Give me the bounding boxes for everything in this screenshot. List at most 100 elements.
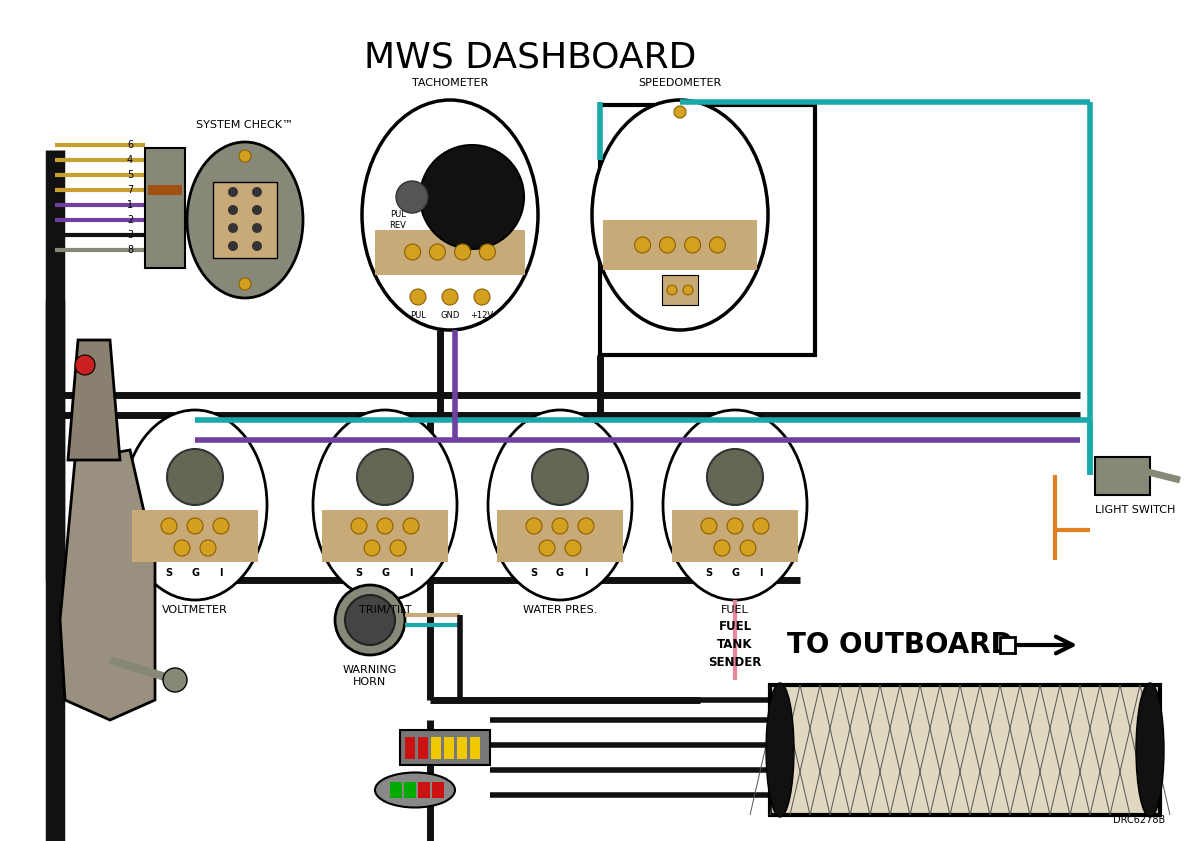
Circle shape [167, 449, 222, 505]
Bar [213, 182, 277, 258]
Circle shape [356, 449, 413, 505]
Circle shape [344, 595, 395, 645]
Ellipse shape [313, 410, 457, 600]
Circle shape [364, 540, 380, 556]
Circle shape [709, 237, 726, 253]
Text: G: G [731, 568, 739, 578]
Circle shape [163, 668, 187, 692]
Bar [145, 148, 185, 268]
Bar [432, 782, 444, 798]
Bar [603, 220, 757, 270]
Text: WATER PRES.: WATER PRES. [523, 605, 597, 615]
Circle shape [683, 285, 692, 295]
Text: 8: 8 [127, 245, 133, 255]
Bar [132, 510, 258, 562]
Text: MWS DASHBOARD: MWS DASHBOARD [364, 40, 696, 74]
Circle shape [161, 518, 177, 534]
Circle shape [187, 518, 203, 534]
Text: I: I [219, 568, 222, 578]
Bar [405, 737, 415, 759]
Circle shape [740, 540, 756, 556]
Bar [390, 782, 402, 798]
Bar [498, 510, 623, 562]
Circle shape [228, 223, 238, 233]
Circle shape [429, 244, 445, 260]
Bar [672, 510, 798, 562]
Circle shape [667, 285, 677, 295]
Bar [399, 730, 490, 765]
Ellipse shape [335, 585, 405, 655]
Text: SYSTEM CHECK™: SYSTEM CHECK™ [196, 120, 293, 130]
Ellipse shape [123, 410, 267, 600]
Text: PUL: PUL [410, 311, 426, 320]
Bar [431, 737, 441, 759]
Circle shape [173, 540, 190, 556]
Text: 5: 5 [127, 170, 133, 180]
Text: FUEL
TANK
SENDER: FUEL TANK SENDER [708, 620, 762, 669]
Circle shape [403, 518, 419, 534]
Circle shape [701, 518, 716, 534]
Bar [470, 737, 480, 759]
Text: TRIM/TILT: TRIM/TILT [359, 605, 411, 615]
Bar [1096, 457, 1151, 495]
Text: I: I [759, 568, 763, 578]
Bar [457, 737, 466, 759]
Circle shape [526, 518, 542, 534]
Circle shape [239, 150, 251, 162]
Ellipse shape [362, 100, 538, 330]
Circle shape [714, 540, 730, 556]
Bar [417, 737, 428, 759]
Bar [376, 230, 525, 275]
Text: WARNING
HORN: WARNING HORN [343, 665, 397, 686]
Text: 6: 6 [127, 140, 133, 150]
Ellipse shape [592, 100, 768, 330]
Ellipse shape [1136, 683, 1164, 817]
Bar [770, 685, 1160, 815]
Text: 3: 3 [127, 230, 133, 240]
Circle shape [228, 205, 238, 215]
Circle shape [396, 181, 428, 213]
Ellipse shape [376, 773, 454, 807]
Bar [404, 782, 416, 798]
Ellipse shape [187, 142, 303, 298]
Bar [663, 275, 698, 305]
Text: +12V: +12V [470, 311, 494, 320]
Circle shape [239, 278, 251, 290]
Bar [1000, 637, 1015, 653]
Circle shape [420, 145, 524, 249]
Circle shape [480, 244, 495, 260]
Circle shape [578, 518, 594, 534]
Circle shape [454, 244, 470, 260]
Text: 7: 7 [127, 185, 133, 195]
Text: PUL
REV: PUL REV [390, 210, 407, 230]
Circle shape [252, 241, 262, 251]
Text: S: S [165, 568, 172, 578]
Text: S: S [355, 568, 362, 578]
Circle shape [539, 540, 555, 556]
Text: S: S [531, 568, 537, 578]
Text: GND: GND [440, 311, 459, 320]
Circle shape [635, 237, 651, 253]
Bar [322, 510, 448, 562]
Text: TO OUTBOARD: TO OUTBOARD [787, 631, 1013, 659]
Circle shape [707, 449, 763, 505]
Circle shape [377, 518, 393, 534]
Circle shape [565, 540, 581, 556]
Circle shape [252, 223, 262, 233]
Text: LIGHT SWITCH: LIGHT SWITCH [1096, 505, 1176, 515]
Circle shape [474, 289, 490, 305]
Circle shape [252, 187, 262, 197]
Polygon shape [68, 340, 120, 460]
Circle shape [443, 289, 458, 305]
Polygon shape [60, 450, 155, 720]
Text: G: G [191, 568, 199, 578]
Circle shape [228, 241, 238, 251]
Text: 1: 1 [127, 200, 133, 210]
Text: DRC6278B: DRC6278B [1112, 815, 1165, 825]
Text: 2: 2 [127, 215, 133, 225]
Circle shape [753, 518, 769, 534]
Circle shape [200, 540, 216, 556]
Circle shape [675, 106, 687, 118]
Circle shape [553, 518, 568, 534]
Circle shape [659, 237, 676, 253]
